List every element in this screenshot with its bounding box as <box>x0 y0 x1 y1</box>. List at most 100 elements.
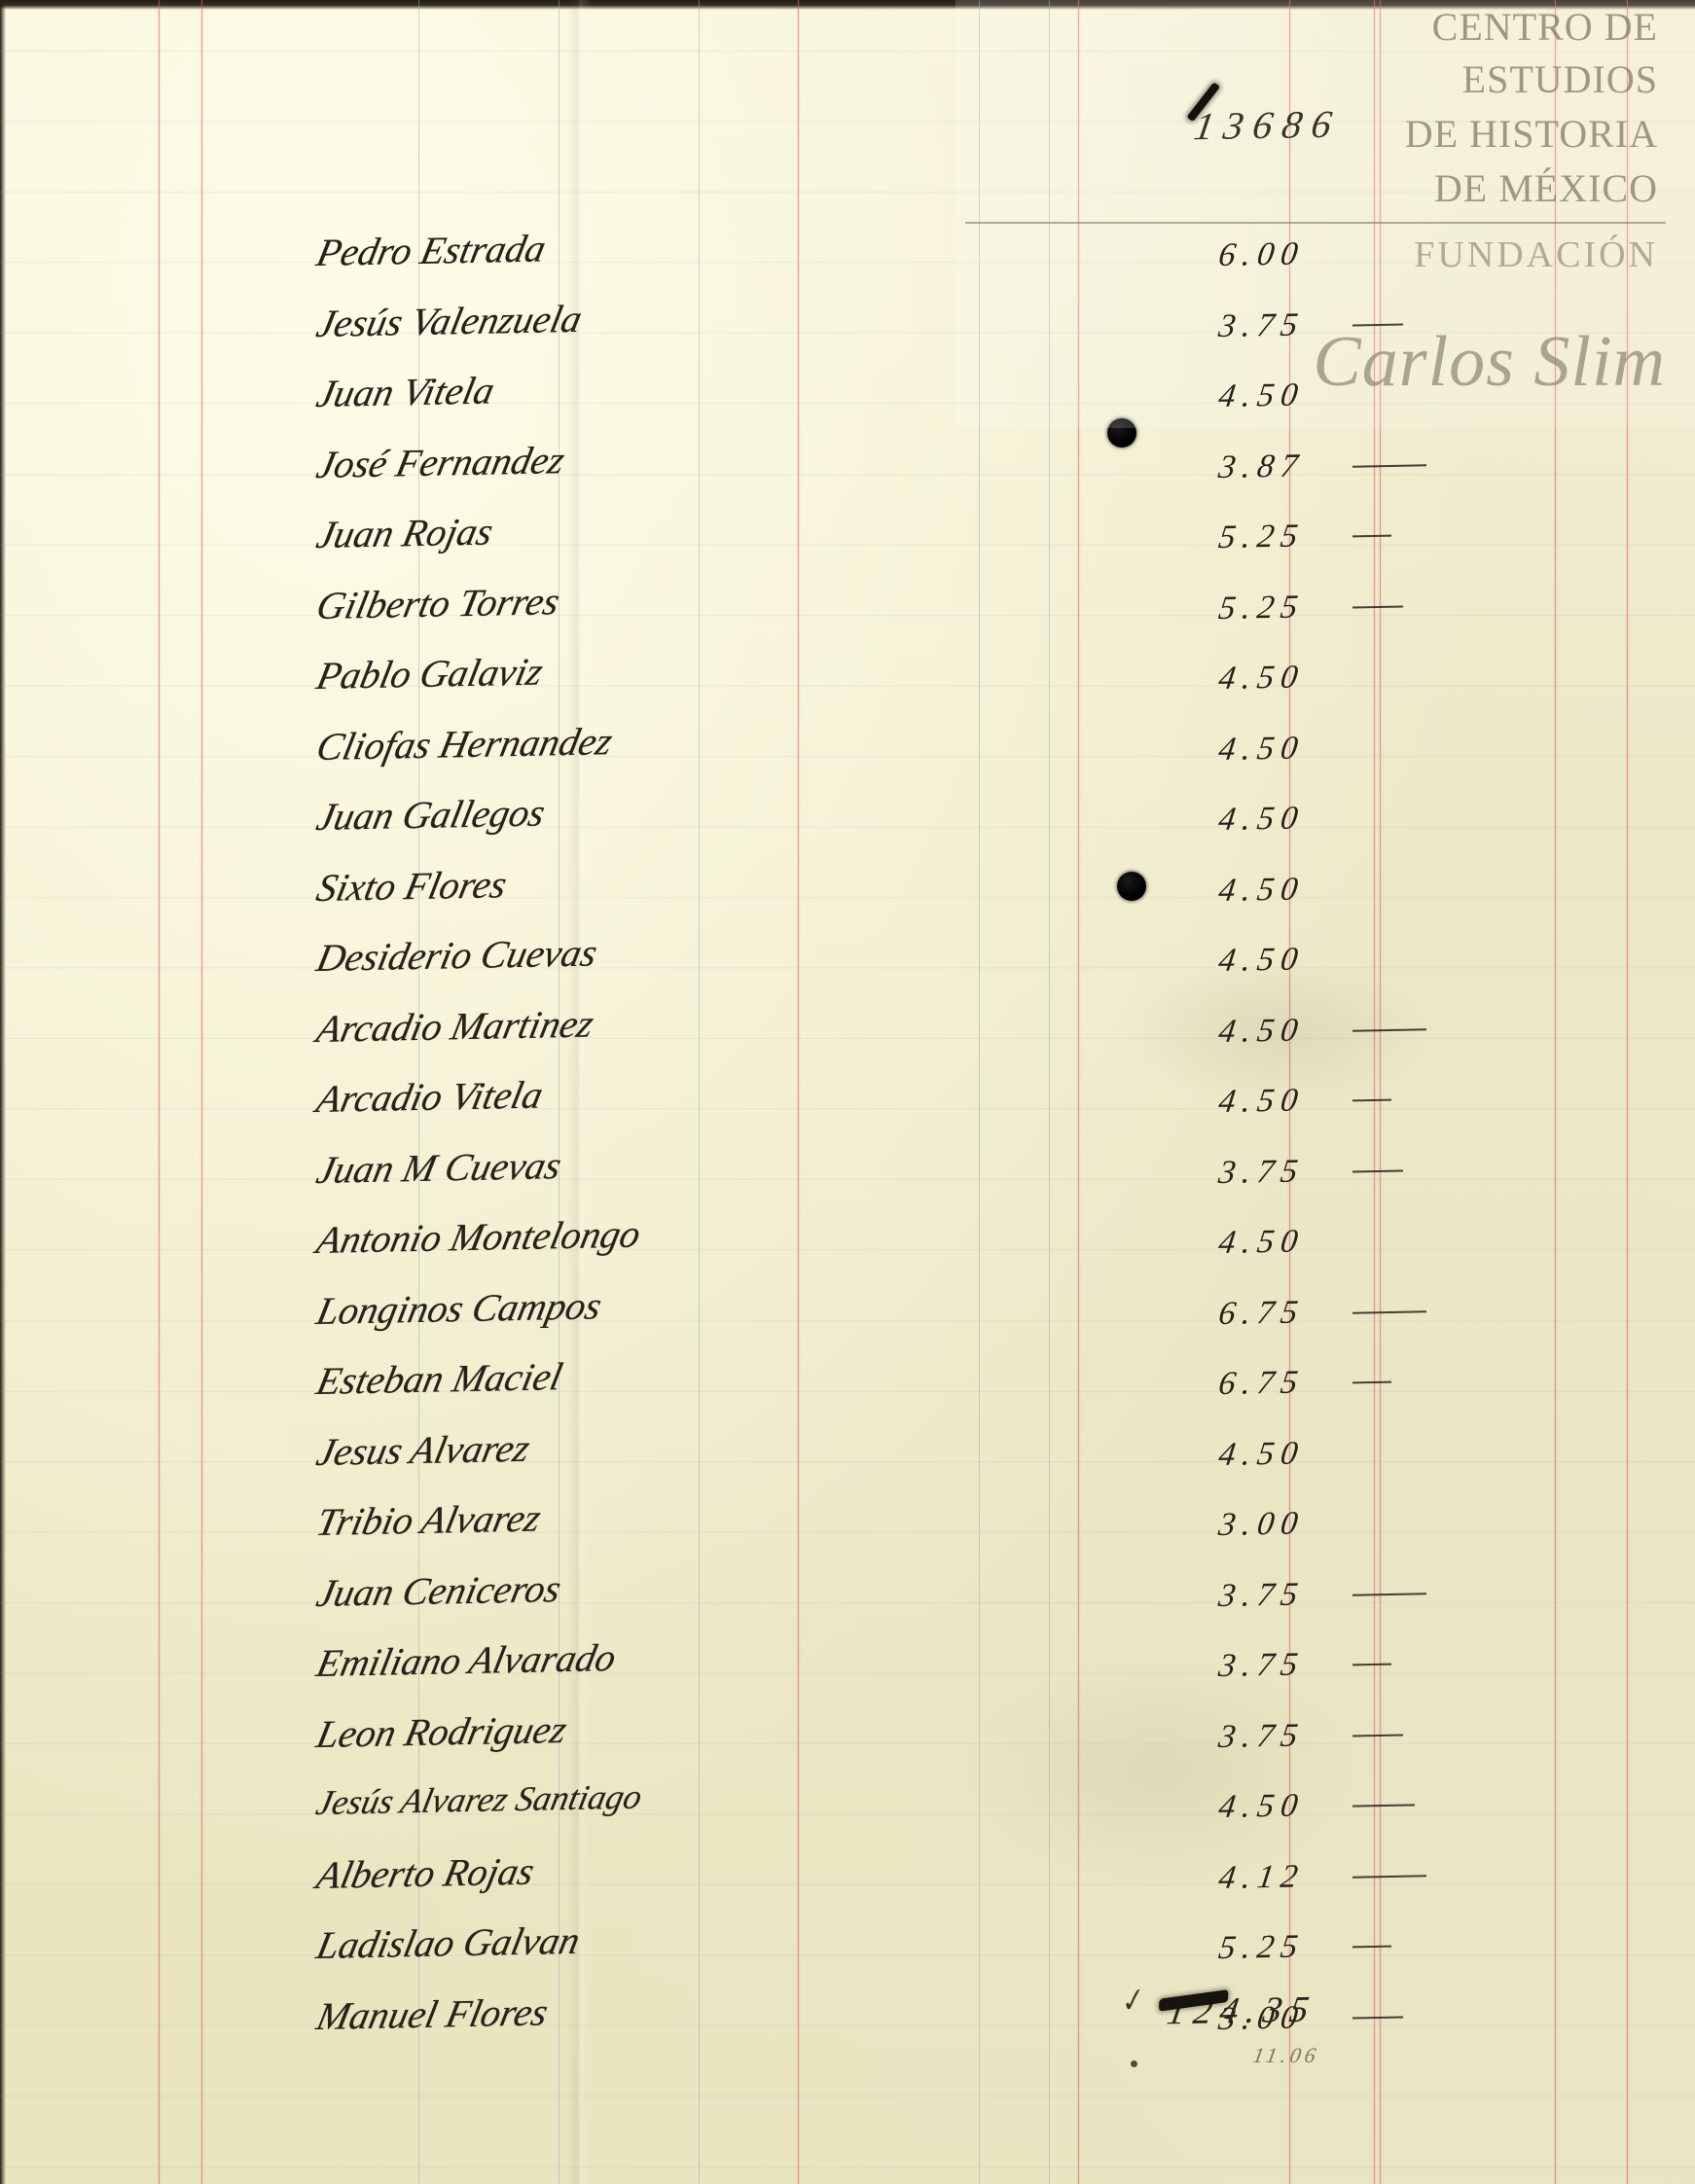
amount-rule-red-2 <box>1374 0 1375 2184</box>
column-rule-blue-3 <box>699 0 700 2184</box>
entry-amount: 6.00 <box>1216 235 1308 274</box>
ink-flourish <box>1352 1380 1392 1384</box>
ink-flourish <box>1352 1309 1427 1314</box>
ledger-row: Gilberto Torres 5.25 <box>0 579 1695 647</box>
entry-amount: 6.75 <box>1216 1364 1308 1403</box>
page-subtotal-note: 11.06 <box>1250 2043 1322 2067</box>
binder-hole-top <box>1107 418 1136 448</box>
ledger-row: Emiliano Alvarado 3.75 <box>0 1635 1695 1704</box>
entry-amount: 4.50 <box>1216 1011 1308 1050</box>
ledger-row: Longinos Campos 6.75 <box>0 1283 1695 1352</box>
entry-name: Tribio Alvarez <box>312 1495 545 1544</box>
ink-flourish <box>1352 1168 1404 1173</box>
ink-flourish <box>1352 1663 1392 1666</box>
ink-flourish <box>1352 463 1427 468</box>
entry-name: Arcadio Vitela <box>312 1072 548 1121</box>
entry-amount: 3.75 <box>1216 1152 1308 1191</box>
entry-name: Sixto Flores <box>312 861 511 910</box>
ledger-row: Jesús Valenzuela 3.75 <box>0 296 1695 365</box>
entry-name: Juan Gallegos <box>312 790 550 839</box>
ledger-row: Alberto Rojas 4.12 <box>0 1848 1695 1916</box>
entry-amount: 4.50 <box>1216 1787 1308 1826</box>
scan-edge-left <box>0 0 6 2184</box>
ledger-row: Cliofas Hernandez 4.50 <box>0 719 1695 788</box>
entry-name: Esteban Maciel <box>312 1354 567 1403</box>
ledger-row: Esteban Maciel 6.75 <box>0 1354 1695 1422</box>
entry-amount: 5.25 <box>1216 1928 1308 1967</box>
entry-amount: 3.87 <box>1216 447 1308 485</box>
ledger-row: Antonio Montelongo 4.50 <box>0 1212 1695 1281</box>
entry-name: Jesús Valenzuela <box>312 296 587 345</box>
ledger-row: Juan Ceniceros 3.75 <box>0 1566 1695 1634</box>
entry-amount: 4.50 <box>1216 659 1308 698</box>
ledger-row: Juan Rojas 5.25 <box>0 509 1695 576</box>
ledger-row: Sixto Flores 4.50 <box>0 862 1695 929</box>
ink-flourish <box>1352 1098 1392 1102</box>
scan-edge-top <box>0 0 1695 10</box>
binder-hole-bottom <box>1117 872 1146 901</box>
ledger-row: Ladislao Galvan 5.25 <box>0 1918 1695 1987</box>
ink-dot-mark <box>1131 2060 1137 2067</box>
ledger-row: Jesus Alvarez 4.50 <box>0 1425 1695 1493</box>
ledger-row: Tribio Alvarez 3.00 <box>0 1496 1695 1563</box>
entry-name: Manuel Flores <box>312 1988 553 2038</box>
entry-amount: 5.25 <box>1216 518 1308 556</box>
ledger-row: Jesús Alvarez Santiago 4.50 <box>0 1777 1695 1845</box>
ledger-row: Arcadio Vitela 4.50 <box>0 1073 1695 1140</box>
entry-amount: 4.50 <box>1216 729 1308 768</box>
column-rule-red-2 <box>1078 0 1079 2184</box>
ledger-row: Juan Gallegos 4.50 <box>0 791 1695 858</box>
page-total: 124.35 <box>1158 1988 1319 2034</box>
ledger-row: Manuel Flores 3.00 <box>0 1989 1695 2058</box>
entry-name: Longinos Campos <box>312 1282 606 1333</box>
column-rule-blue-1 <box>418 0 419 2184</box>
entry-amount: 4.50 <box>1216 1223 1308 1262</box>
entry-name: José Fernandez <box>312 437 569 486</box>
entry-amount: 5.25 <box>1216 588 1308 627</box>
entry-name: Juan Vitela <box>312 368 499 415</box>
ink-flourish <box>1352 322 1404 327</box>
ink-flourish <box>1352 1804 1416 1808</box>
entry-name: Jesús Alvarez Santiago <box>312 1776 646 1822</box>
entry-name: Ladislao Galvan <box>312 1917 585 1967</box>
margin-rule-left-1 <box>159 0 160 2184</box>
ink-flourish <box>1352 1945 1392 1949</box>
ink-flourish <box>1352 534 1392 538</box>
amount-rule-red-5 <box>1627 0 1628 2184</box>
entry-name: Gilberto Torres <box>312 578 564 627</box>
entry-name: Jesus Alvarez <box>312 1425 534 1474</box>
ink-flourish <box>1352 1874 1427 1879</box>
entry-amount: 4.50 <box>1216 800 1308 839</box>
column-rule-blue-5 <box>1049 0 1050 2184</box>
ledger-row: Pablo Galaviz 4.50 <box>0 650 1695 717</box>
entry-name: Antonio Montelongo <box>312 1211 645 1262</box>
ledger-row: Arcadio Martinez 4.50 <box>0 1001 1695 1070</box>
entry-name: Alberto Rojas <box>312 1848 539 1897</box>
entry-name: Pedro Estrada <box>312 226 551 274</box>
ledger-row: Pedro Estrada 6.00 <box>0 226 1695 294</box>
ledger-row: Juan M Cuevas 3.75 <box>0 1143 1695 1211</box>
ledger-row: Juan Vitela 4.50 <box>0 368 1695 435</box>
ink-flourish <box>1352 1027 1427 1032</box>
entry-amount: 3.00 <box>1216 1505 1308 1544</box>
amount-rule-red-4 <box>1555 0 1556 2184</box>
entry-name: Desiderio Cuevas <box>312 930 601 980</box>
column-rule-blue-4 <box>979 0 980 2184</box>
entry-amount: 4.50 <box>1216 376 1308 415</box>
amount-rule-red-1 <box>1289 0 1290 2184</box>
ink-flourish <box>1352 1733 1404 1737</box>
entry-name: Leon Rodriguez <box>312 1706 571 1756</box>
paper-crease <box>566 0 592 2184</box>
entry-name: Juan Ceniceros <box>312 1565 565 1615</box>
entry-amount: 4.50 <box>1216 941 1308 980</box>
amount-rule-red-3 <box>1380 0 1381 2184</box>
entry-name: Juan Rojas <box>312 509 497 556</box>
entry-name: Juan M Cuevas <box>312 1142 565 1192</box>
entry-amount: 3.75 <box>1216 1716 1308 1755</box>
margin-rule-left-2 <box>201 0 202 2184</box>
ledger-row: José Fernandez 3.87 <box>0 438 1695 506</box>
ledger-row: Leon Rodriguez 3.75 <box>0 1707 1695 1775</box>
